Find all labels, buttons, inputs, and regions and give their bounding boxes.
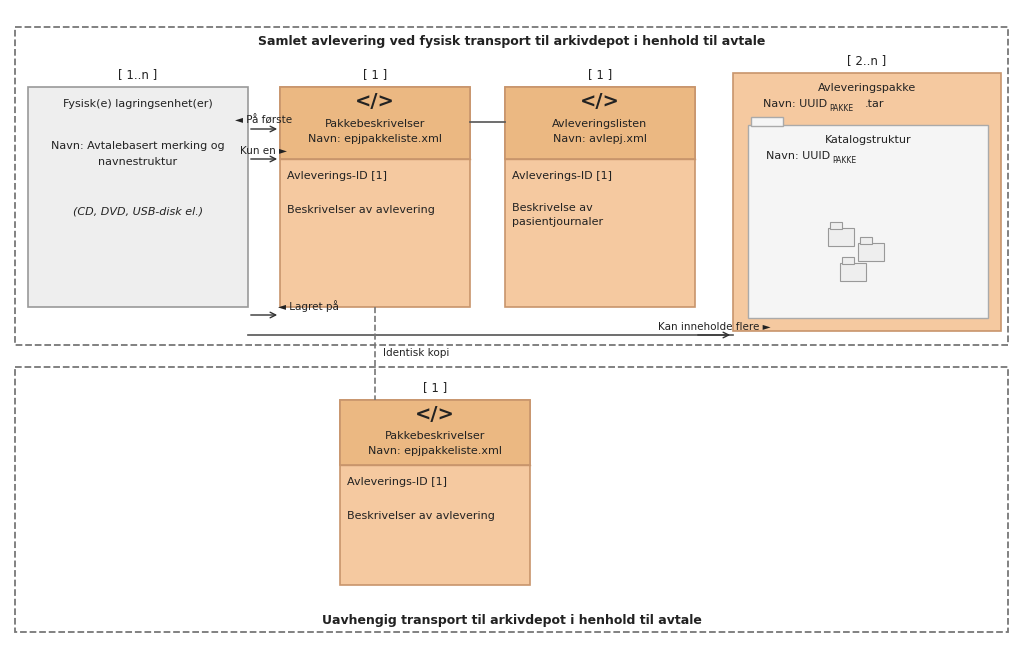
Text: (CD, DVD, USB-disk el.): (CD, DVD, USB-disk el.) [73, 207, 203, 217]
Text: </>: </> [580, 92, 620, 111]
Text: Avleverings-ID [1]: Avleverings-ID [1] [512, 171, 612, 181]
Bar [842, 257, 854, 264]
Bar [280, 87, 470, 159]
Bar [830, 222, 842, 229]
Bar [340, 400, 530, 465]
Text: ◄ På første: ◄ På første [236, 116, 293, 126]
Text: </>: </> [415, 405, 455, 424]
Text: Navn: UUID: Navn: UUID [766, 151, 830, 161]
Text: Uavhengig transport til arkivdepot i henhold til avtale: Uavhengig transport til arkivdepot i hen… [323, 614, 701, 627]
Text: Beskrivelser av avlevering: Beskrivelser av avlevering [347, 511, 495, 521]
Text: [ 1 ]: [ 1 ] [423, 381, 447, 394]
Text: Kun en ►: Kun en ► [241, 146, 288, 156]
Text: Navn: epjpakkeliste.xml: Navn: epjpakkeliste.xml [368, 446, 502, 456]
Text: [ 1..n ]: [ 1..n ] [119, 68, 158, 81]
Text: Navn: Avtalebasert merking og: Navn: Avtalebasert merking og [51, 141, 225, 151]
Text: Identisk kopi: Identisk kopi [383, 349, 450, 358]
Text: Avleverings-ID [1]: Avleverings-ID [1] [287, 171, 387, 181]
Text: ◄ Lagret på: ◄ Lagret på [278, 300, 339, 312]
Text: PAKKE: PAKKE [831, 156, 856, 165]
Bar [733, 73, 1001, 331]
Text: Pakkebeskrivelser: Pakkebeskrivelser [385, 431, 485, 441]
Text: .tar: .tar [865, 99, 885, 109]
Text: Beskrivelse av: Beskrivelse av [512, 203, 593, 213]
Text: Beskrivelser av avlevering: Beskrivelser av avlevering [287, 205, 435, 215]
Bar [505, 87, 695, 307]
Bar [505, 87, 695, 159]
Text: Fysisk(e) lagringsenhet(er): Fysisk(e) lagringsenhet(er) [63, 99, 213, 109]
Text: Pakkebeskrivelser: Pakkebeskrivelser [325, 119, 425, 129]
Text: Samlet avlevering ved fysisk transport til arkivdepot i henhold til avtale: Samlet avlevering ved fysisk transport t… [258, 35, 766, 48]
Text: Navn: avlepj.xml: Navn: avlepj.xml [553, 134, 647, 144]
Bar [840, 263, 866, 281]
Bar [751, 117, 783, 126]
Text: Avleveringspakke: Avleveringspakke [818, 83, 916, 93]
Bar [280, 87, 470, 307]
Bar [860, 237, 872, 244]
Text: [ 1 ]: [ 1 ] [362, 68, 387, 81]
Bar [828, 228, 854, 246]
Text: pasientjournaler: pasientjournaler [512, 217, 603, 227]
Text: Avleverings-ID [1]: Avleverings-ID [1] [347, 477, 447, 487]
Text: Kan inneholde flere ►: Kan inneholde flere ► [657, 322, 770, 332]
Bar [858, 243, 884, 261]
Bar [748, 125, 988, 318]
Bar [28, 87, 248, 307]
Text: navnestruktur: navnestruktur [98, 157, 177, 167]
Text: [ 1 ]: [ 1 ] [588, 68, 612, 81]
Text: [ 2..n ]: [ 2..n ] [848, 54, 887, 67]
Bar [15, 27, 1008, 345]
Text: Katalogstruktur: Katalogstruktur [824, 135, 911, 145]
Text: </>: </> [355, 92, 395, 111]
Bar [340, 400, 530, 585]
Bar [15, 367, 1008, 632]
Text: Navn: epjpakkeliste.xml: Navn: epjpakkeliste.xml [308, 134, 442, 144]
Text: PAKKE: PAKKE [829, 104, 853, 113]
Text: Navn: UUID: Navn: UUID [763, 99, 827, 109]
Text: Avleveringslisten: Avleveringslisten [552, 119, 647, 129]
